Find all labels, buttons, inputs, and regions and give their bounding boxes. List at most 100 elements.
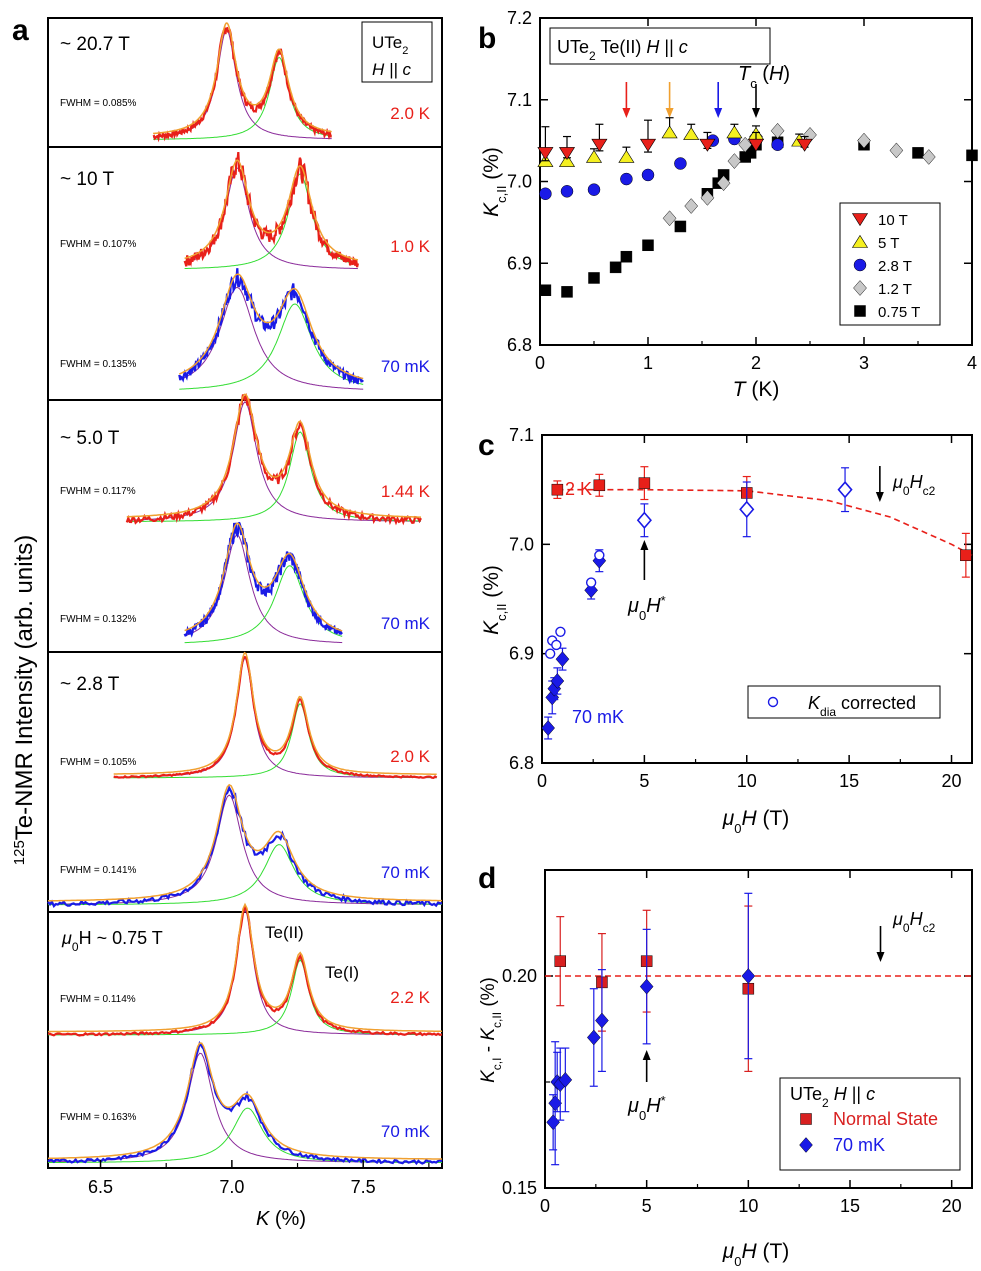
spectrum-data [47,785,443,909]
fit-total [184,159,359,261]
panel-d-label: d [478,862,496,895]
legend-label: 0.75 T [878,304,920,321]
data-point [587,183,601,196]
x-tick-label: 2 [751,353,761,373]
panel-b-label: b [478,22,496,55]
field-label: ~ 2.8 T [60,674,120,695]
data-point [636,511,652,530]
plot-frame [544,869,973,1189]
tc-arrow [752,84,760,118]
hc2-arrow [876,926,885,962]
x-tick-label: 15 [840,1196,860,1216]
hstar-arrow-head [640,540,649,550]
data-point [699,138,716,152]
panel-a-sample-line2: H || c [372,60,412,79]
hc2-label: μ0Hc2 [892,472,936,498]
x-tick-label: 10 [737,771,757,791]
tc-label: Tc (H) [738,63,790,91]
data-point [541,720,555,736]
y-tick-label: 7.1 [507,90,532,110]
legend-marker [767,696,779,708]
tc-arrow [714,82,723,118]
series-70-mK [546,892,756,1166]
fwhm-label: FWHM = 0.135% [60,359,137,370]
panel-b-title: UTe2 Te(II) H || c [557,37,688,63]
panel-c: c 0 5 10 15 20 6.8 6.9 7.0 7.1 μ0H (T) Kc,II (%) 2 … [478,425,973,836]
legend-marker [800,1113,812,1125]
data-point [539,284,552,296]
data-point [554,955,566,967]
legend-label: 70 mK [833,1135,885,1155]
panel-c-ylabel: Kc,II (%) [480,565,509,635]
fit-total [47,1042,442,1160]
fit-component-te2 [113,657,437,779]
data-point [546,1114,560,1131]
data-point [594,550,605,561]
label-2k: 2 K [565,479,592,499]
panel-a-sample-line1: UTe2 [372,33,408,57]
data-point [661,125,678,139]
panel-c-legend: Kdia corrected [747,685,941,719]
data-point [796,138,813,152]
data-point [770,122,785,139]
fit-total [48,902,442,1033]
data-point [558,147,576,160]
hstar-arrow [640,540,649,580]
data-point [609,261,622,274]
data-point [739,500,755,519]
legend-marker [853,258,867,272]
x-tick-label: 1 [643,353,653,373]
panel-d-ylabel: Kc,I - Kc,II (%) [478,977,504,1083]
temperature-label: 1.44 K [381,482,431,501]
hstar-arrow-head [642,1050,651,1060]
data-point [716,175,731,192]
series-5-T [537,117,808,167]
fit-component-te2 [179,286,364,390]
x-tick-label: 0 [540,1196,550,1216]
hstar-label: μ0H* [627,593,666,623]
data-point [726,125,743,139]
fit-component-te1 [184,565,343,644]
temperature-label: 1.0 K [390,237,430,256]
hstar-arrow [642,1050,651,1082]
panel-d: d 0 5 10 15 20 0.15 0.20 μ0H (T) Kc,I - Kc,II (%… [478,862,973,1269]
panel-a-xtick-label: 7.0 [219,1177,244,1197]
panel-a: a ~ 20.7 T FWHM = 0.085% 2.0 K ~ 10 T FWHM =… [11,14,443,1230]
series-Normal-State [554,905,755,1073]
legend-label: 2.8 T [878,258,912,275]
hc2-label: μ0Hc2 [892,909,936,935]
panel-b-legend: 10 T 5 T 2.8 T 1.2 T 0.75 T [839,202,941,326]
fit-component-te1 [126,431,421,522]
legend-marker [799,1137,813,1153]
panel-b-xlabel: T (K) [733,378,780,401]
spectrum-data [152,24,332,143]
legend-title: UTe2 H || c [790,1084,875,1110]
data-point [537,147,554,160]
panel-a-xlabel: K (%) [256,1208,306,1230]
fwhm-label: FWHM = 0.085% [60,98,137,109]
x-tick-label: 0 [537,771,547,791]
fit-line [557,488,973,557]
data-point [591,138,608,152]
label-70mk: 70 mK [572,707,624,727]
data-point [551,483,564,496]
fwhm-label: FWHM = 0.163% [60,1112,137,1123]
data-point [674,157,687,170]
tc-arrow-head [622,108,631,118]
data-point [620,250,633,263]
x-tick-label: 10 [738,1196,758,1216]
legend-label: 1.2 T [878,281,912,298]
legend-label: 10 T [878,212,908,229]
data-point [738,136,753,153]
panel-c-xlabel: μ0H (T) [722,807,790,836]
fit-component-te2 [48,1052,442,1163]
data-point [539,187,552,201]
data-point [662,210,677,227]
fwhm-label: FWHM = 0.141% [60,865,137,876]
fit-total [126,393,421,518]
spectrum-data [183,152,359,268]
legend-marker [854,305,866,317]
series-70mK [541,467,853,740]
